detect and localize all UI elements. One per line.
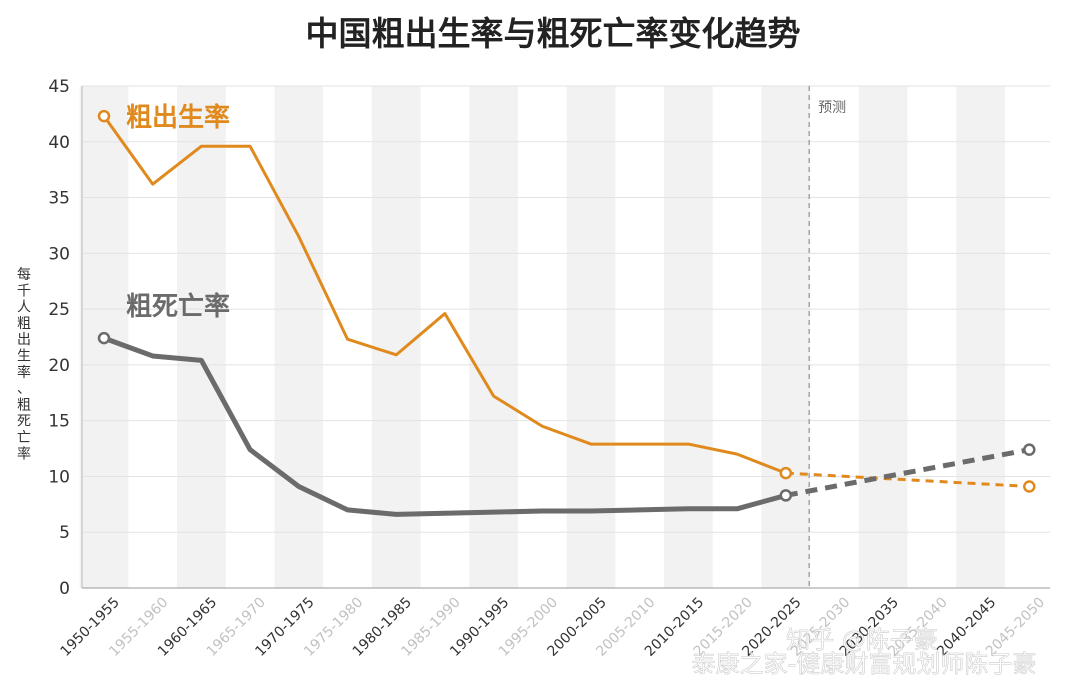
forecast-line-death-rate [785,447,1030,498]
data-point-marker [779,466,793,480]
y-tick-label: 5 [59,523,70,543]
band-2030-2035 [858,86,908,588]
y-tick-label: 40 [48,133,70,153]
y-tick-label: 25 [48,300,70,320]
data-point-marker [97,109,111,123]
data-point-marker [1023,480,1036,493]
y-tick-label: 35 [48,189,70,209]
y-tick-label: 30 [48,244,70,264]
band-1970-1975 [274,86,324,588]
series-label-death-rate: 粗死亡率 [126,291,230,322]
forecast-label: 预测 [818,100,846,116]
series-lines [97,109,1036,517]
data-point-marker [97,331,111,345]
band-1990-1995 [469,86,518,588]
band-2020-2025 [761,86,811,588]
series-line-birth-rate [102,114,788,475]
series-label-birth-rate: 粗出生率 [126,102,230,133]
data-point-marker [1023,443,1036,456]
watermark-line2: 泰康之家-健康财富规划师陈子豪 [692,650,1037,678]
alternating-column-bands [79,86,1005,588]
data-point-marker [779,489,793,502]
gridlines [81,85,1050,589]
y-tick-label: 0 [59,579,70,599]
forecast-line-birth-rate [785,471,1030,488]
band-2010-2015 [664,86,713,588]
y-axis: 0 5 10 15 20 25 30 35 40 45 [48,77,70,599]
y-axis-label: 每千人粗出生率、粗死亡率 [17,267,31,462]
band-2000-2005 [566,86,616,588]
band-2040-2045 [956,86,1005,588]
series-line-death-rate [101,335,789,517]
watermark-line1: 知乎 @陈子豪 [786,626,938,654]
y-tick-label: 10 [48,467,70,487]
y-tick-label: 45 [48,77,70,97]
chart-title: 中国粗出生率与粗死亡率变化趋势 [306,14,801,53]
band-1960-1965 [177,86,226,588]
y-tick-label: 15 [48,412,70,432]
y-tick-label: 20 [48,356,70,376]
band-1980-1985 [371,86,421,588]
